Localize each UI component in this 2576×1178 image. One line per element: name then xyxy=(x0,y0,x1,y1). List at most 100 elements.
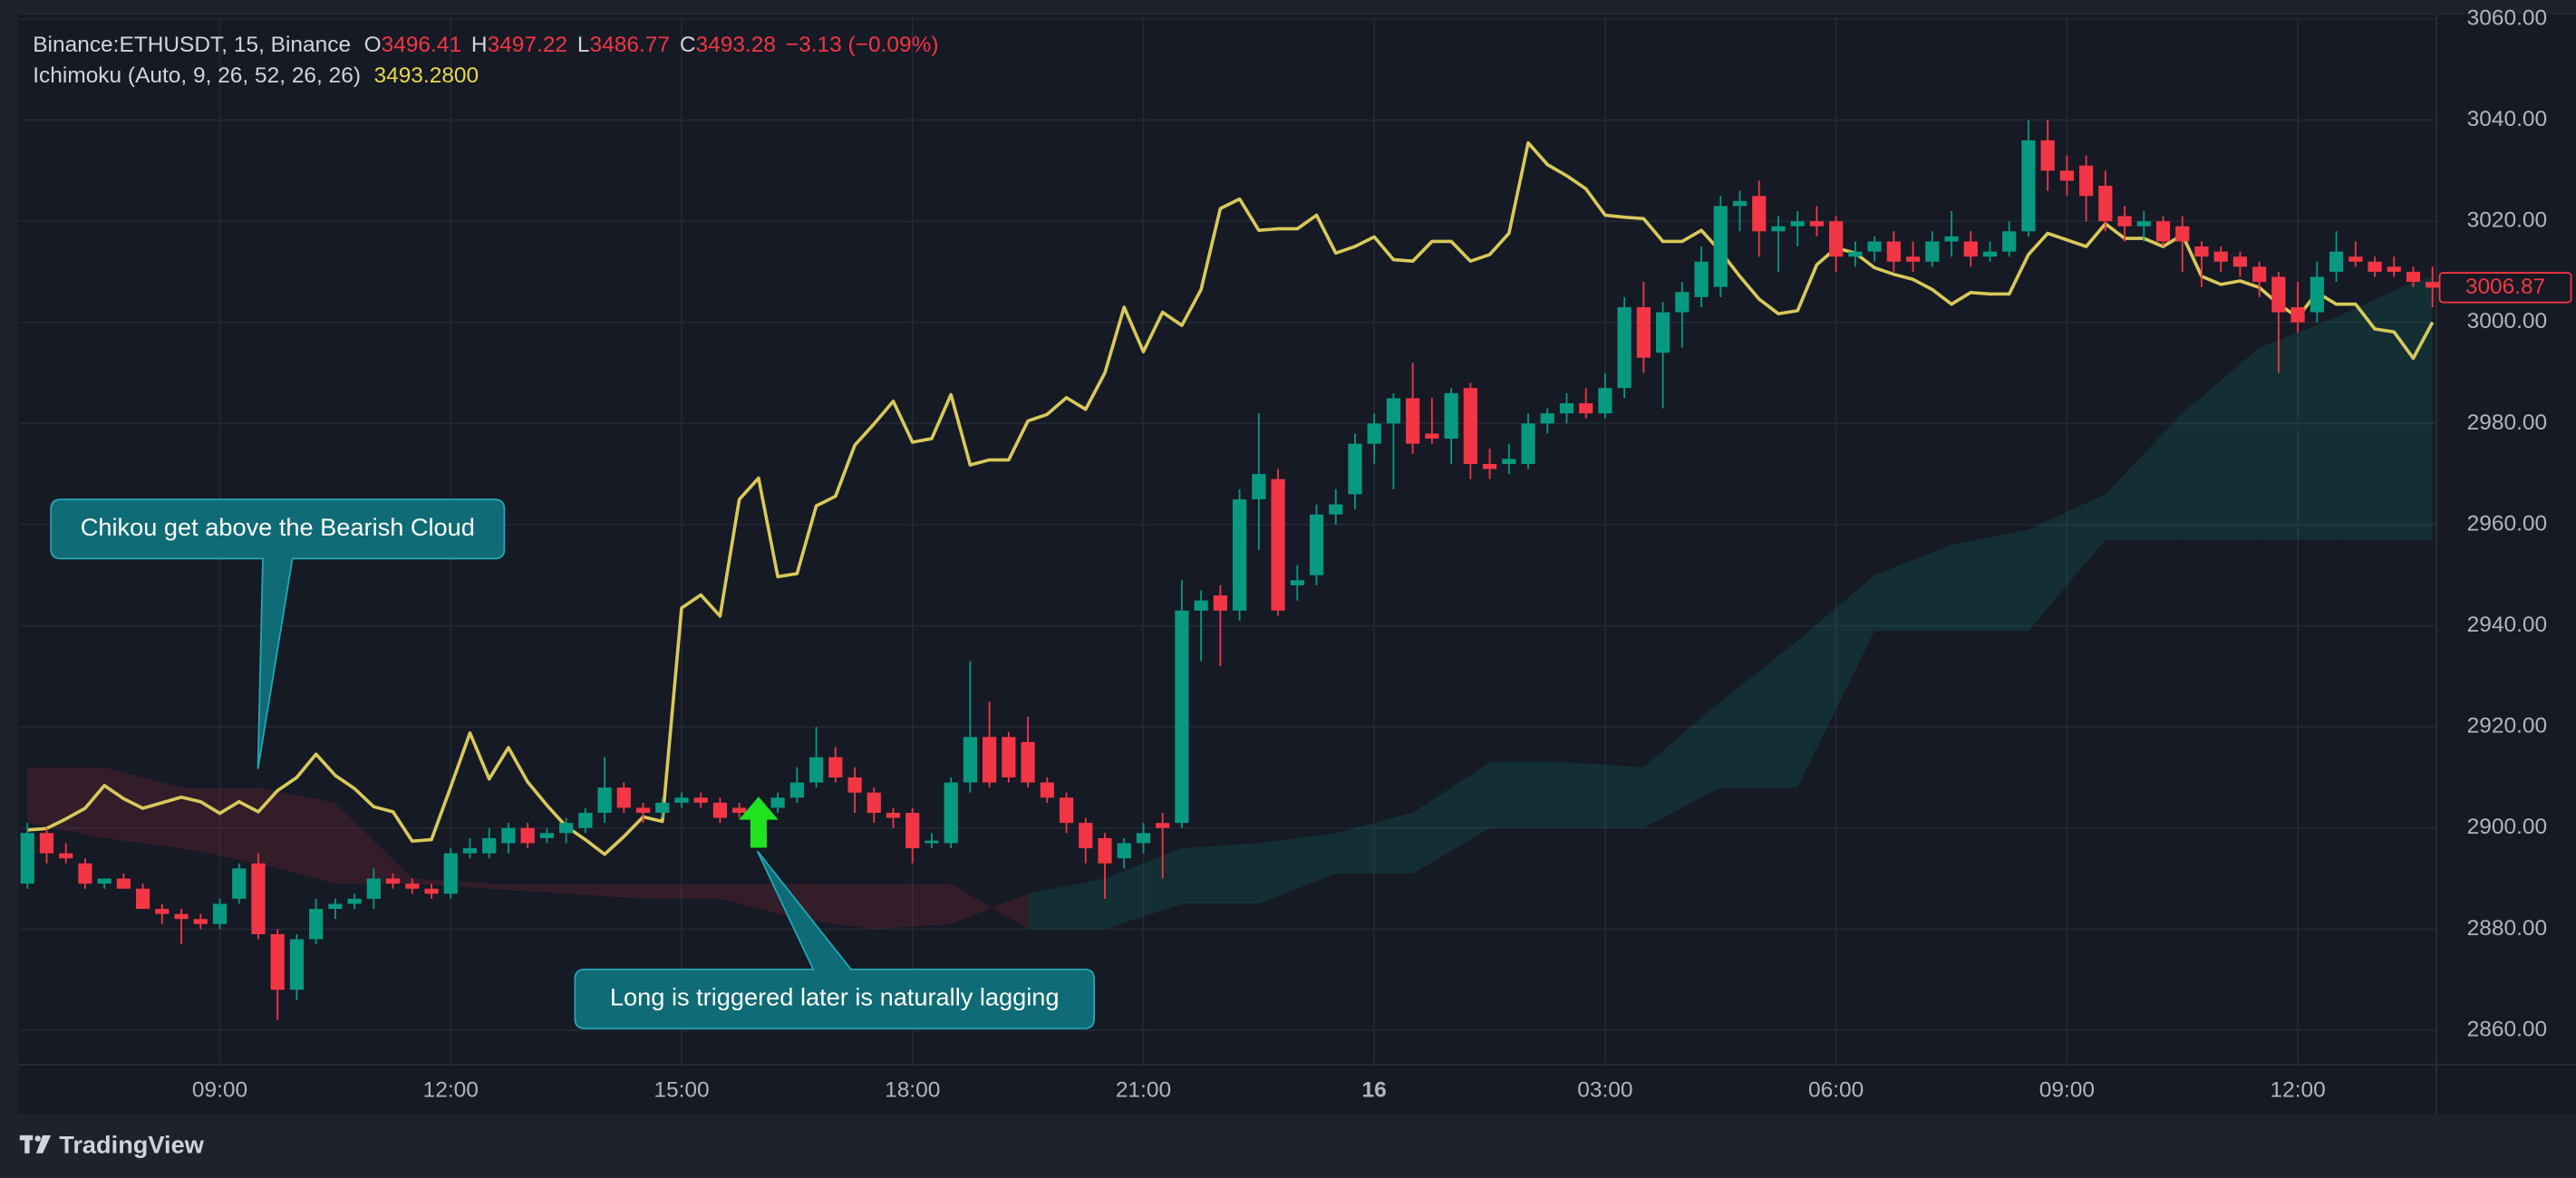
y-tick-label: 2860.00 xyxy=(2467,1017,2547,1041)
header-line: Binance:ETHUSDT, 15, Binance O3496.41 H349… xyxy=(33,33,938,57)
candle-body xyxy=(2232,256,2248,267)
cloud-segment xyxy=(181,787,258,864)
candle-body xyxy=(1059,797,1074,824)
candle-body xyxy=(1156,823,1170,828)
candle-body xyxy=(116,878,131,889)
candle-body xyxy=(212,903,228,924)
close-label: C xyxy=(680,33,696,57)
candle-body xyxy=(482,837,497,854)
candle-body xyxy=(39,833,54,854)
candle-body xyxy=(1617,306,1632,389)
candle-body xyxy=(155,909,169,914)
candle-body xyxy=(867,792,881,814)
candle-body xyxy=(1732,200,1748,207)
candle-body xyxy=(1713,206,1728,287)
candle-body xyxy=(2310,276,2324,313)
candle-body xyxy=(59,853,73,859)
cloud-segment xyxy=(874,884,952,930)
x-tick-label: 16 xyxy=(1362,1077,1387,1102)
cloud-segment xyxy=(1951,529,2029,632)
candle-body xyxy=(2175,226,2190,242)
close-value: 3493.28 xyxy=(696,33,776,57)
candle-body xyxy=(2117,216,2132,227)
candle-body xyxy=(78,863,92,884)
indicator-name: Ichimoku (Auto, 9, 26, 52, 26, 26) xyxy=(33,64,361,89)
candle-body xyxy=(1021,741,1035,783)
candle-body xyxy=(501,827,516,844)
candle-body xyxy=(828,757,843,777)
candle-body xyxy=(2290,306,2305,323)
y-tick-label: 3040.00 xyxy=(2467,107,2547,131)
cloud-segment xyxy=(1566,762,1644,828)
annotation: Long is triggered later is naturally lag… xyxy=(574,850,1096,1029)
cloud-segment xyxy=(1874,545,1952,632)
y-tick-label: 2960.00 xyxy=(2467,511,2547,536)
candle-body xyxy=(520,827,535,844)
candle-body xyxy=(366,878,381,899)
candle-body xyxy=(232,868,247,899)
annotation-text: Long is triggered later is naturally lag… xyxy=(610,983,1060,1011)
y-tick-label: 2940.00 xyxy=(2467,613,2547,637)
candle-body xyxy=(789,782,804,798)
cloud-segment xyxy=(2182,347,2260,540)
candle-body xyxy=(1213,595,1227,611)
candle-body xyxy=(1925,241,1940,262)
cloud-segment xyxy=(2105,413,2183,540)
candle-body xyxy=(2368,261,2382,272)
cloud-segment xyxy=(1489,762,1567,828)
annotation-bubble xyxy=(574,850,1096,1029)
symbol: Binance:ETHUSDT, 15, Binance xyxy=(33,33,351,57)
y-tick-label: 2900.00 xyxy=(2467,815,2547,839)
cloud-segment xyxy=(643,884,721,899)
candle-body xyxy=(462,848,478,854)
candle-body xyxy=(1117,843,1131,859)
cloud-segment xyxy=(2413,276,2433,540)
candle-body xyxy=(2155,221,2171,242)
candle-body xyxy=(1848,251,1863,257)
candle-body xyxy=(1829,221,1844,257)
candle-body xyxy=(905,813,920,849)
candle-body xyxy=(328,903,343,910)
candle-body xyxy=(251,863,266,934)
candle-body xyxy=(539,833,554,838)
candle-body xyxy=(1079,823,1093,849)
candle-body xyxy=(1521,423,1535,464)
candle-body xyxy=(2213,251,2228,262)
logo-part xyxy=(24,1135,30,1154)
candle-body xyxy=(2059,170,2074,181)
cloud-segment xyxy=(1412,762,1490,874)
candle-body xyxy=(1002,737,1016,777)
candle-body xyxy=(578,813,593,828)
cloud-segment xyxy=(1720,641,1798,788)
candle-body xyxy=(424,888,439,894)
candle-body xyxy=(1252,474,1266,500)
y-tick-label: 3020.00 xyxy=(2467,208,2547,233)
candle-body xyxy=(712,802,728,818)
candle-body xyxy=(597,787,612,814)
candle-body xyxy=(559,823,574,834)
x-tick-label: 12:00 xyxy=(423,1077,479,1102)
logo-part xyxy=(34,1135,41,1142)
candle-body xyxy=(886,813,901,818)
candle-body xyxy=(616,787,631,808)
candle-body xyxy=(135,888,150,910)
cloud-segment xyxy=(1643,701,1721,828)
candle-body xyxy=(1982,251,1998,257)
price-tag-label: 3006.87 xyxy=(2465,275,2545,299)
y-tick-label: 2880.00 xyxy=(2467,916,2547,941)
annotation-bubble xyxy=(50,498,506,769)
candle-body xyxy=(193,919,208,924)
candle-body xyxy=(1386,398,1401,424)
candle-body xyxy=(2348,256,2363,262)
chikou-line xyxy=(27,140,2435,856)
candle-body xyxy=(1367,423,1381,444)
candle-body xyxy=(1886,241,1901,262)
candle-body xyxy=(1655,312,1671,353)
candle-body xyxy=(1194,600,1208,611)
cloud-segment xyxy=(2028,494,2106,632)
candle-body xyxy=(1040,782,1054,798)
candle-body xyxy=(1425,433,1439,439)
candle-body xyxy=(1232,499,1247,611)
candles xyxy=(20,120,2440,1020)
